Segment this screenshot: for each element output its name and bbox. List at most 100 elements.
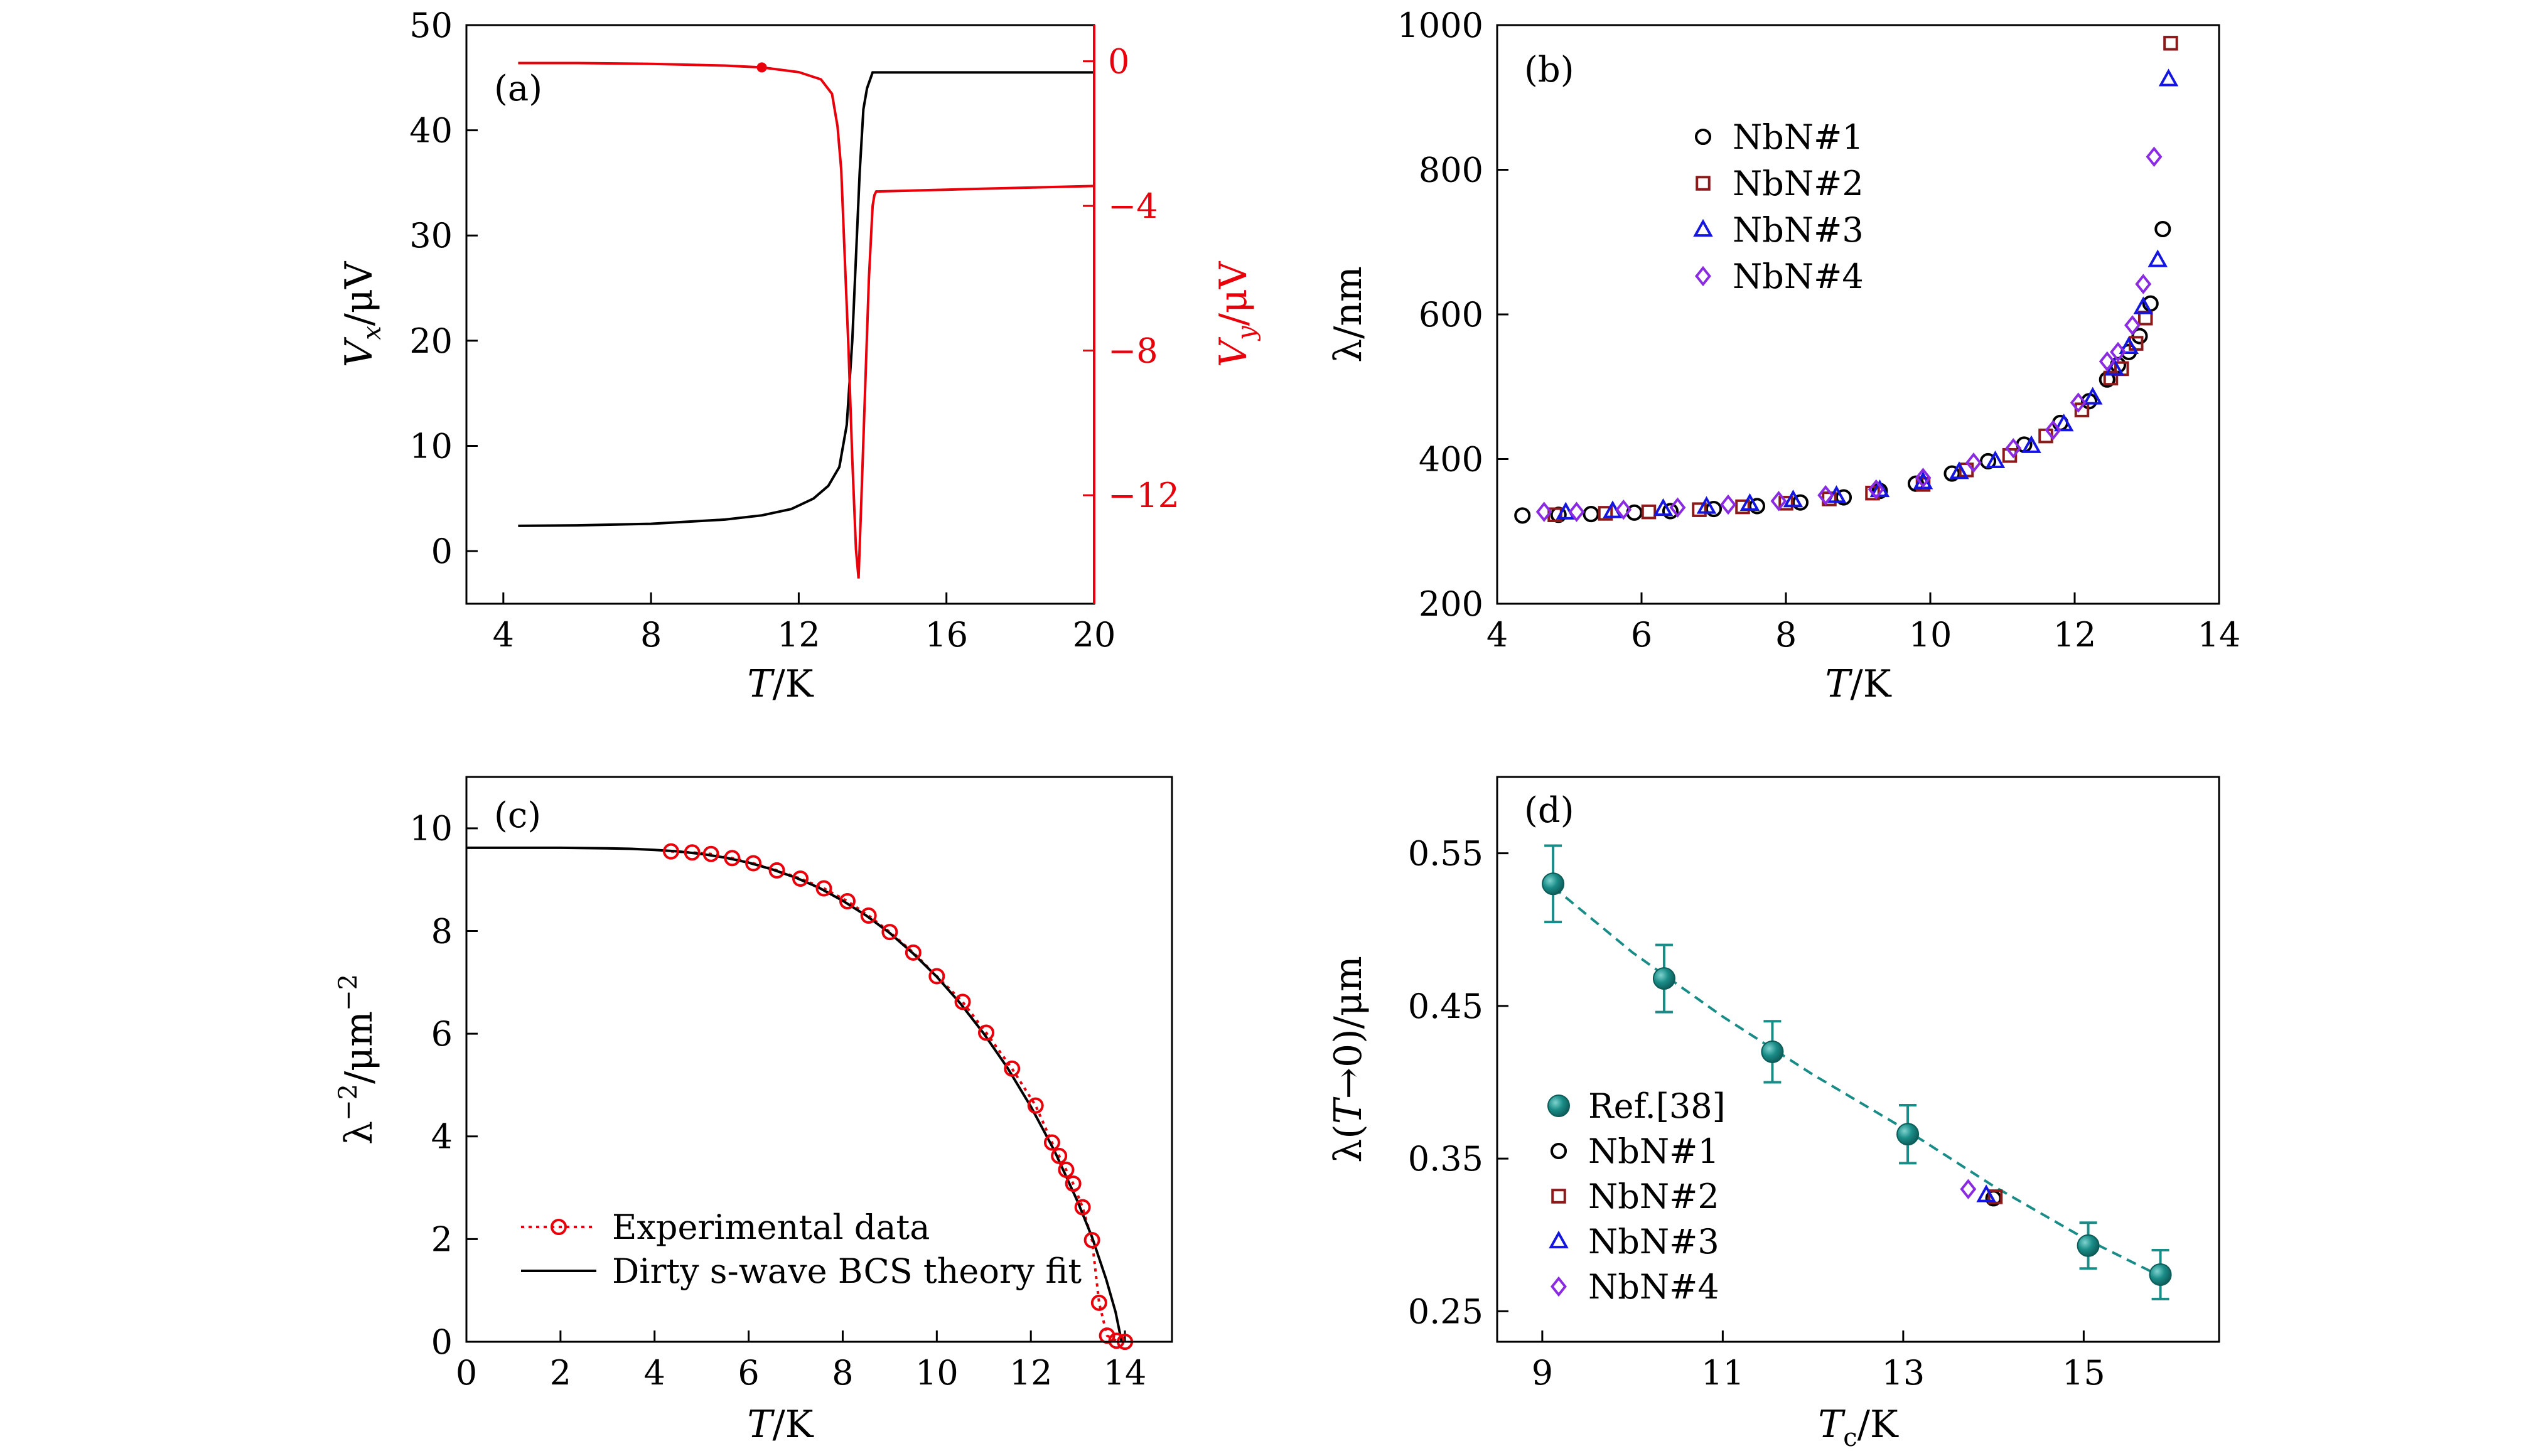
experimental-point [1027, 1097, 1044, 1114]
point-nbn-4 [2045, 420, 2061, 441]
panel-c-frame [465, 776, 1173, 1343]
point-nbn-4 [1568, 501, 1585, 522]
ref38-point [1542, 872, 1565, 896]
panel-a-left-ytick-label: 30 [409, 216, 453, 255]
panel-a-right-ytick-label: −12 [1108, 476, 1180, 515]
panel-b-xtick-label: 12 [2053, 615, 2097, 655]
panel-b-frame [1496, 24, 2220, 605]
panel-a-left-ytick-label: 40 [409, 111, 453, 151]
panel-c-ylabel: λ−2/μm−2 [334, 974, 381, 1145]
fit-dashed-line [1552, 886, 2161, 1278]
panel-a-right-ytick-label: 0 [1108, 42, 1129, 82]
experimental-point [768, 862, 785, 879]
experimental-point [792, 870, 809, 887]
panel-c: 0 2 4 6 8 10 12 14 0 2 4 6 8 10 (c) T/K λ−2/μm−2 Expe… [334, 776, 1173, 1447]
point-nbn-3 [2021, 435, 2041, 453]
point-nbn-2 [1598, 506, 1613, 521]
panel-a-right-ytick-label: −8 [1108, 331, 1158, 371]
panel-d-ticks: 9 11 13 15 0.25 0.35 0.45 0.55 [1408, 834, 2105, 1393]
experimental-point [860, 907, 877, 924]
point-nbn-4 [2110, 341, 2126, 363]
point-nbn-2 [1735, 499, 1750, 515]
point-nbn-1 [1748, 498, 1766, 515]
panel-b-label: (b) [1524, 50, 1574, 90]
panel-c-xtick-label: 8 [832, 1353, 853, 1393]
panel-a-left-ytick-label: 50 [409, 6, 453, 45]
point-nbn-1 [2154, 220, 2171, 238]
point-nbn-4 [2099, 351, 2115, 372]
point-nbn-2 [1987, 1189, 2003, 1204]
experimental-point [928, 968, 945, 985]
point-nbn-3 [2104, 358, 2125, 376]
panel-c-xtick-label: 4 [644, 1353, 665, 1393]
ref38-point [2149, 1263, 2172, 1286]
panel-a-xlabel: T/K [747, 662, 814, 706]
legend-label-ref--38-: Ref.[38] [1588, 1086, 1726, 1126]
panel-d-ylabel: λ(T→0)/μm [1326, 956, 1370, 1162]
panel-a-right-ytick-label: −4 [1108, 186, 1158, 226]
panel-a-left-ytick-label: 0 [431, 532, 453, 571]
point-nbn-3 [2053, 414, 2074, 432]
legend-label-nbn-1: NbN#1 [1733, 117, 1864, 157]
panel-b-xtick-label: 10 [1909, 615, 1952, 655]
point-nbn-1 [1943, 465, 1960, 482]
panel-b-ytick-label: 600 [1419, 295, 1483, 335]
panel-a-xtick-label: 20 [1073, 615, 1116, 655]
legend-marker-nbn-4 [1551, 1276, 1567, 1297]
panel-a-xtick-label: 8 [640, 615, 662, 655]
experimental-point [1083, 1232, 1100, 1248]
panel-b-legend: NbN#1 NbN#2 NbN#3 NbN#4 [1693, 117, 1864, 296]
panel-d-xtick-label: 15 [2062, 1353, 2105, 1393]
point-nbn-2 [1692, 502, 1707, 517]
panel-d-xtick-label: 13 [1882, 1353, 1925, 1393]
panel-a-frame [465, 24, 1095, 605]
panel-b-xlabel: T/K [1825, 662, 1891, 706]
panel-d: 9 11 13 15 0.25 0.35 0.45 0.55 (d) Tc/K λ(T→0)/… [1326, 776, 2220, 1452]
panel-d-series [1542, 844, 2172, 1300]
point-nbn-4 [1817, 484, 1834, 506]
panel-b-series [1514, 36, 2179, 524]
panel-c-ytick-label: 6 [431, 1014, 453, 1054]
panel-d-ytick-label: 0.45 [1408, 987, 1483, 1026]
panel-d-ytick-label: 0.35 [1408, 1139, 1483, 1179]
panel-b-ytick-label: 800 [1419, 150, 1483, 190]
panel-b-xtick-label: 8 [1775, 615, 1797, 655]
legend-marker-experimental [551, 1219, 567, 1235]
panel-c-ticks: 0 2 4 6 8 10 12 14 0 2 4 6 8 10 [409, 809, 1146, 1393]
point-nbn-4 [1770, 491, 1787, 511]
point-nbn-4 [2070, 392, 2087, 413]
point-nbn-1 [1705, 500, 1723, 518]
panel-d-xtick-label: 9 [1532, 1353, 1553, 1393]
experimental-point [881, 924, 898, 941]
point-nbn-3 [1949, 461, 1969, 479]
point-nbn-3 [2119, 336, 2139, 354]
vy-marker-point [756, 62, 767, 73]
panel-a-left-ytick-label: 10 [409, 426, 453, 466]
point-nbn-4 [2146, 146, 2163, 167]
legend-marker-nbn-1 [1694, 128, 1712, 146]
panel-c-ytick-label: 2 [431, 1219, 453, 1259]
panel-c-ytick-label: 4 [431, 1117, 453, 1157]
point-nbn-1 [1514, 507, 1531, 524]
experimental-point [724, 850, 741, 867]
legend-label-bcs-fit: Dirty s-wave BCS theory fit [612, 1251, 1082, 1291]
point-nbn-2 [2163, 36, 2178, 51]
legend-marker-nbn-4 [1695, 265, 1711, 287]
point-nbn-4 [1915, 468, 1932, 488]
point-nbn-2 [1641, 504, 1657, 520]
ref38-point [1896, 1123, 1920, 1146]
experimental-point [662, 843, 679, 860]
legend-marker-nbn-2 [1696, 176, 1711, 191]
panel-c-xtick-label: 12 [1009, 1353, 1053, 1393]
panel-d-ytick-label: 0.55 [1408, 834, 1483, 874]
ref38-point [1761, 1040, 1784, 1063]
point-nbn-1 [1583, 506, 1599, 523]
experimental-point [1074, 1199, 1091, 1216]
point-nbn-4 [1535, 501, 1552, 522]
panel-d-label: (d) [1524, 790, 1574, 831]
panel-d-frame [1496, 776, 2220, 1343]
point-nbn-4 [1960, 1179, 1977, 1199]
